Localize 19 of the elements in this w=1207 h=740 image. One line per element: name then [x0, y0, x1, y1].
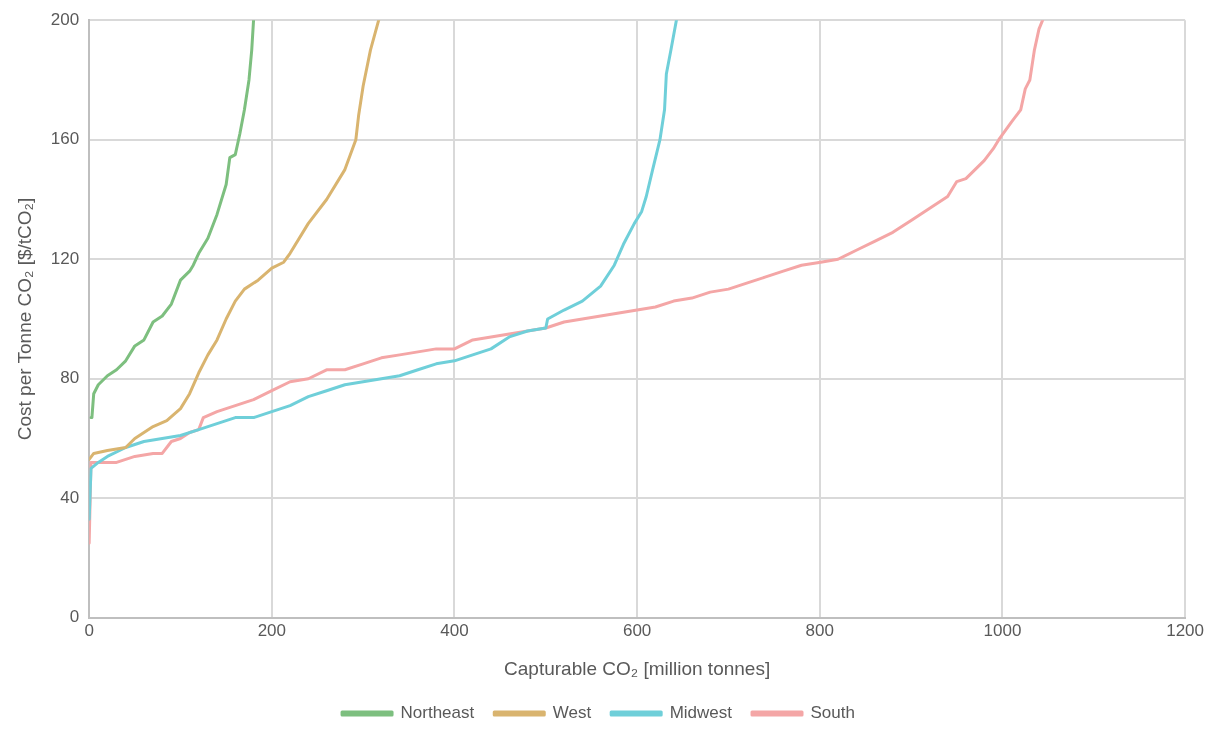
x-tick-label: 200 [257, 620, 287, 640]
y-tick-label: 200 [50, 9, 80, 29]
x-axis-title: Capturable CO₂ [million tonnes] [504, 657, 771, 679]
y-tick-label: 40 [60, 487, 80, 507]
x-tick-label: 1200 [1166, 620, 1204, 640]
x-tick-label: 1000 [983, 620, 1022, 640]
y-axis-title: Cost per Tonne CO₂ [$/tCO₂] [13, 197, 35, 441]
x-tick-label: 600 [622, 620, 652, 640]
legend-label: South [810, 703, 855, 723]
y-tick-label: 160 [50, 129, 80, 149]
y-tick-label: 80 [60, 368, 80, 388]
x-tick-label: 400 [440, 620, 469, 640]
x-tick-label: 800 [805, 620, 834, 640]
x-tick-label: 0 [84, 620, 94, 640]
legend-label: Midwest [669, 703, 733, 723]
y-tick-label: 0 [69, 607, 80, 627]
legend-label: West [552, 703, 592, 723]
legend-label: Northeast [400, 703, 475, 723]
y-tick-label: 120 [50, 248, 80, 268]
